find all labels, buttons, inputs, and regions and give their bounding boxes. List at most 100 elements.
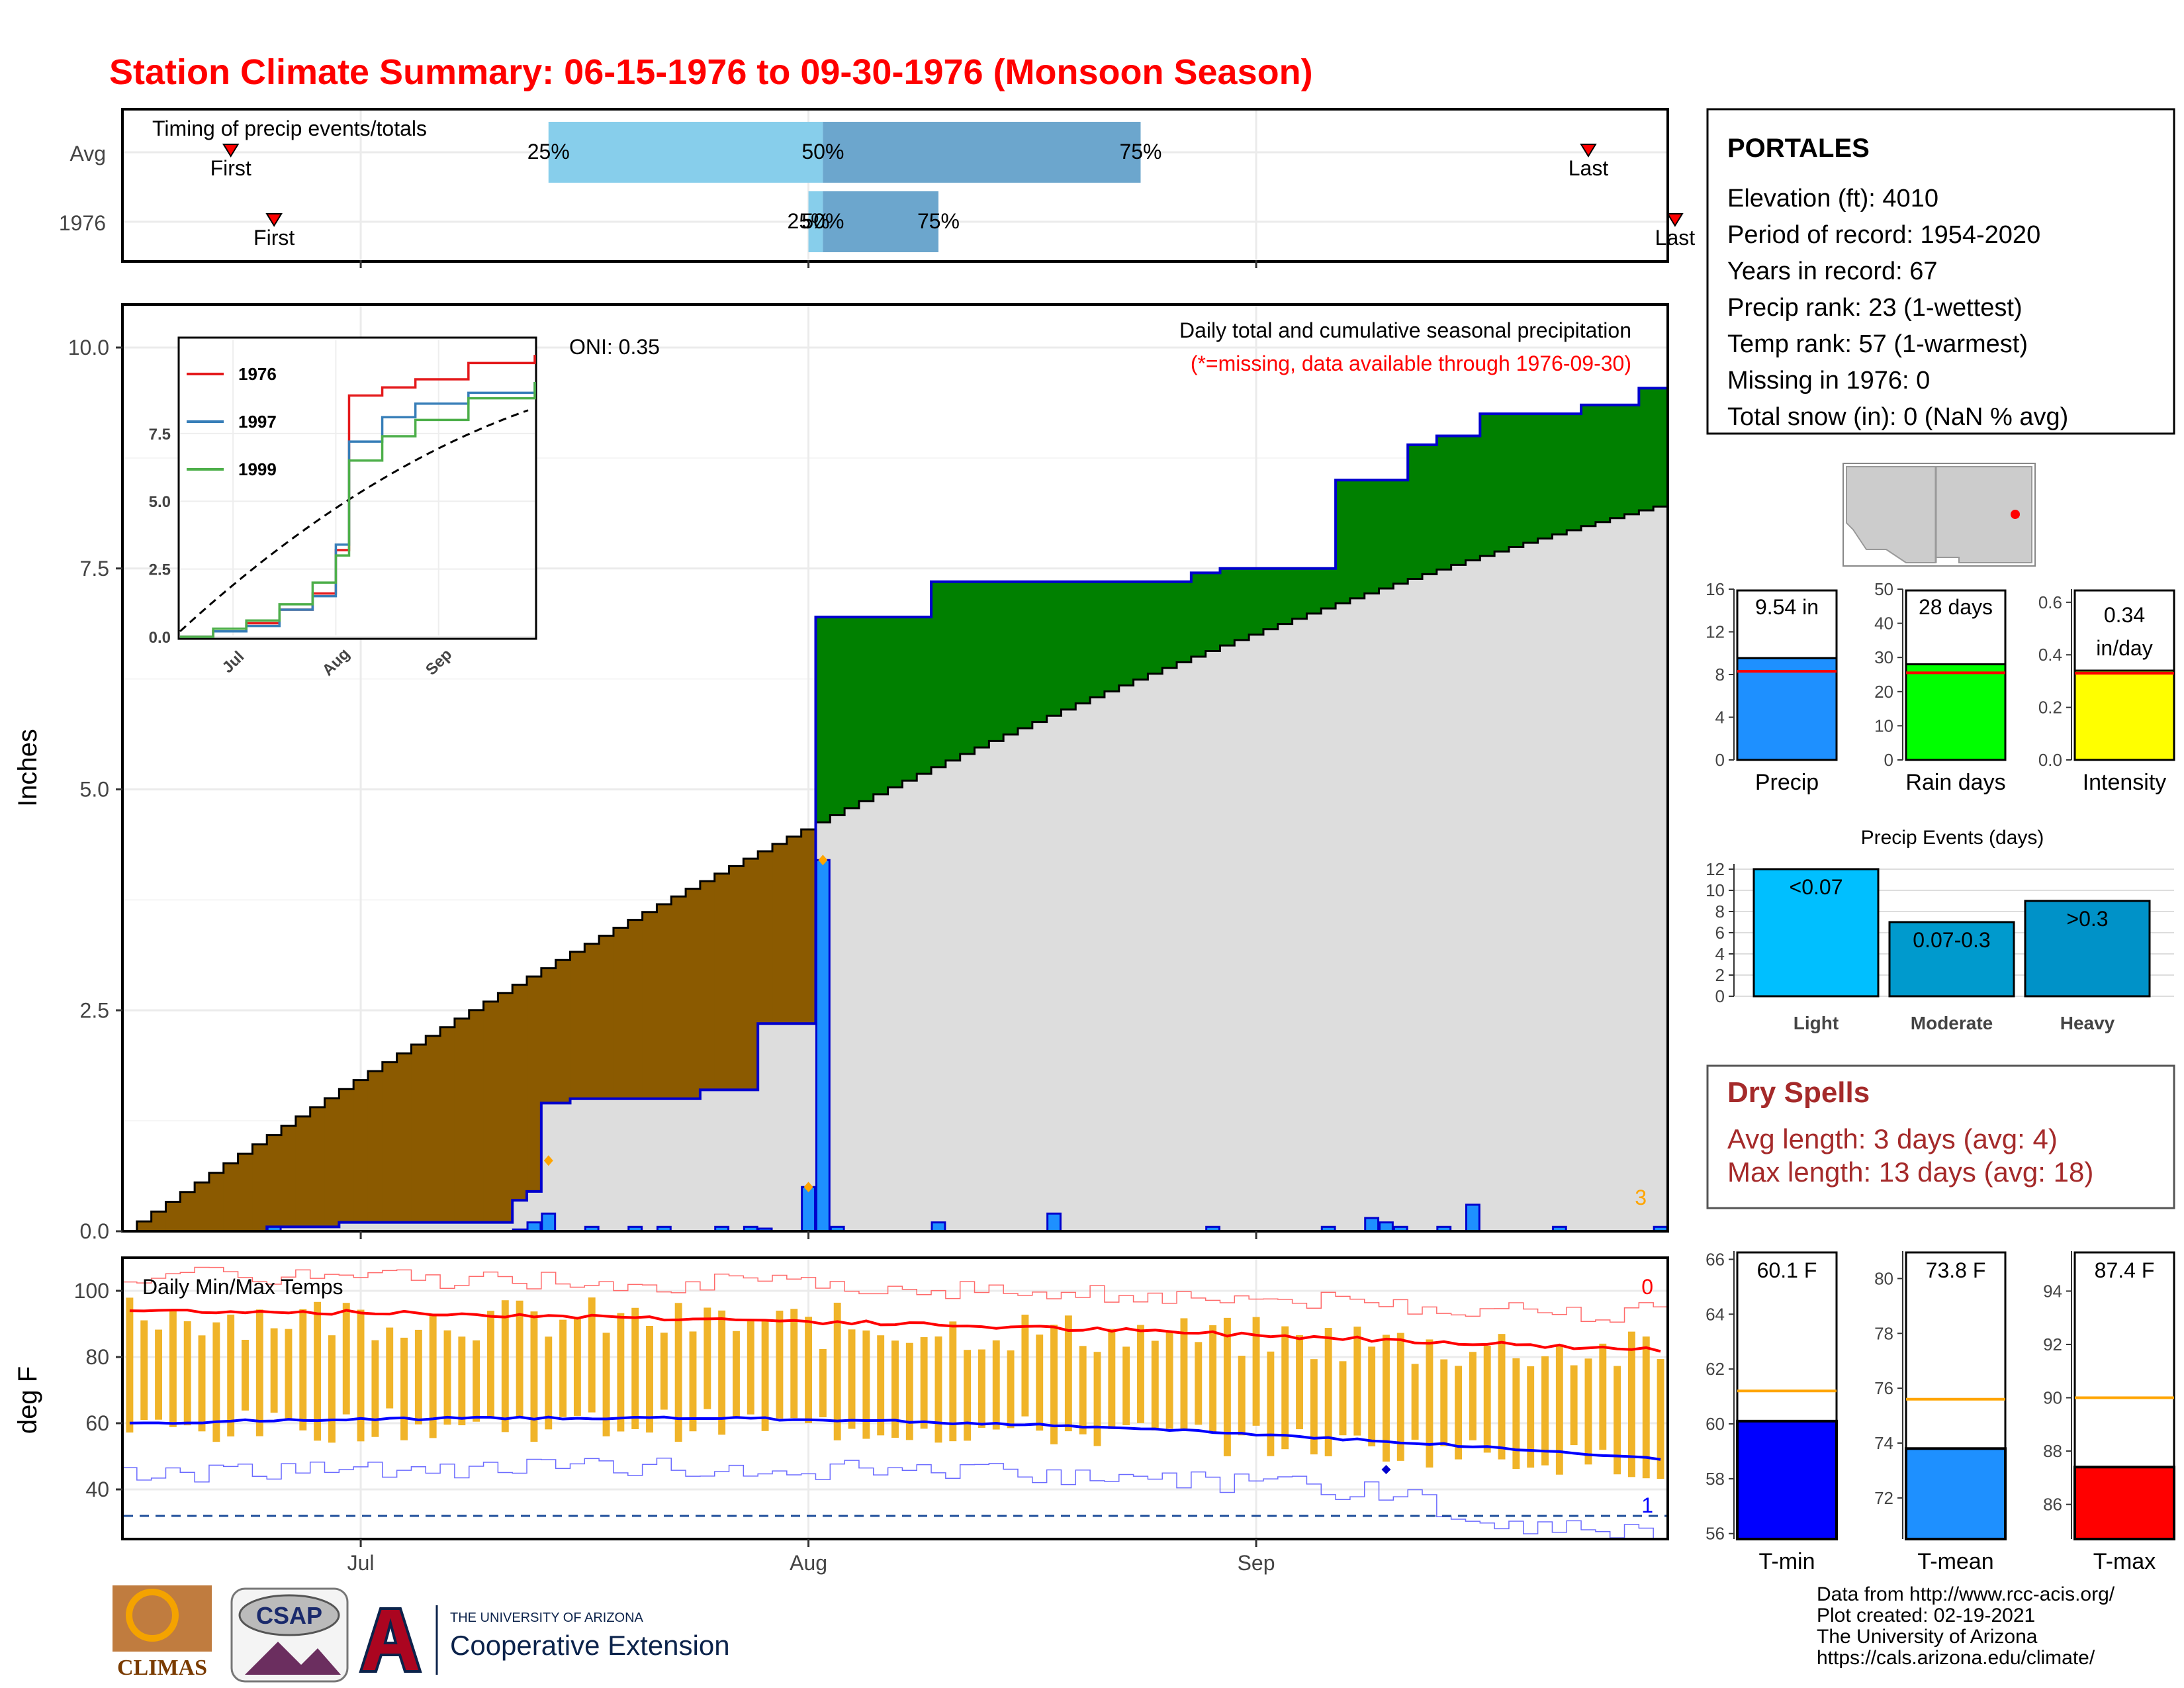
daily-temp-bar: [573, 1318, 581, 1416]
temp-label-box: [1736, 1251, 1838, 1423]
daily-temp-bar: [819, 1349, 827, 1417]
daily-temp-bar: [516, 1300, 523, 1419]
surplus-area: [1148, 581, 1163, 674]
daily-temp-bar: [212, 1322, 220, 1442]
daily-precip-bar: [1379, 1221, 1394, 1233]
event-category-label: Light: [1794, 1013, 1839, 1033]
quartile-bar-lower: [548, 122, 823, 183]
surplus-area: [1379, 480, 1394, 589]
daily-temp-bar: [1339, 1361, 1347, 1436]
daily-temp-bar: [1050, 1325, 1058, 1444]
daily-temp-bar: [920, 1336, 928, 1429]
daily-temp-bar: [285, 1329, 293, 1419]
temp-summary-bar: [2073, 1466, 2175, 1540]
surplus-area: [1408, 444, 1423, 579]
summary-value-label: 9.54 in: [1755, 595, 1819, 619]
surplus-area: [887, 617, 903, 788]
daily-temp-bar: [848, 1329, 856, 1429]
dry-spells-avg: Avg length: 3 days (avg: 4): [1727, 1123, 2058, 1154]
deficit-area: [714, 873, 730, 1090]
timing-row-label-year: 1976: [59, 211, 106, 235]
summary-bar: [1736, 657, 1838, 761]
temp-bar-label: T-mean: [1917, 1549, 1993, 1574]
daily-temp-bar: [155, 1329, 163, 1420]
surplus-area: [1118, 581, 1134, 686]
station-line: Elevation (ft): 4010: [1727, 185, 1938, 212]
daily-temp-bar: [487, 1311, 494, 1418]
inset-tick-label: 0.0: [149, 629, 171, 647]
daily-temp-bar: [1411, 1364, 1419, 1440]
tick-label: 60: [85, 1411, 109, 1435]
last-marker-label: Last: [1569, 156, 1609, 180]
climas-logo-text: CLIMAS: [117, 1656, 207, 1680]
temp-label-box: [2073, 1251, 2175, 1468]
quartile-bar-upper: [823, 191, 938, 252]
surplus-area: [1249, 568, 1264, 635]
deficit-area: [151, 1211, 167, 1231]
daily-temp-bar: [1267, 1351, 1275, 1456]
surplus-area: [1451, 436, 1467, 565]
daily-temp-bar: [674, 1303, 682, 1442]
extreme-day-marker: [543, 1155, 553, 1166]
deficit-area: [396, 1053, 412, 1223]
station-line: Temp rank: 57 (1-warmest): [1727, 330, 2028, 358]
timing-panel-label: Timing of precip events/totals: [152, 117, 427, 140]
last-marker-label: Last: [1655, 226, 1696, 250]
surplus-area: [844, 617, 860, 808]
daily-precip-bar: [1046, 1212, 1062, 1233]
record-max-line: [122, 1266, 1668, 1323]
tick-label: 12: [1706, 859, 1725, 879]
daily-temp-bar: [1252, 1317, 1260, 1426]
climas-logo-ring: [126, 1589, 179, 1642]
average-cumulative-line: [122, 505, 1668, 1233]
record-low-marker: [1381, 1465, 1391, 1474]
surplus-area: [830, 617, 845, 816]
footer-line: Plot created: 02-19-2021: [1817, 1605, 2035, 1626]
cloud-icon: [238, 1594, 340, 1636]
surplus-area: [1393, 480, 1408, 584]
daily-temp-bar: [1455, 1366, 1463, 1460]
surplus-area: [917, 617, 932, 774]
inset-tick-label: 5.0: [149, 493, 171, 511]
daily-temp-bar: [299, 1309, 307, 1430]
daily-temp-bar: [198, 1335, 206, 1432]
deficit-area: [627, 919, 643, 1099]
daily-temp-bar: [1368, 1346, 1376, 1446]
inset-tick-label: 7.5: [149, 426, 171, 444]
surplus-area: [1234, 568, 1250, 640]
tick-label: 90: [2043, 1388, 2062, 1408]
deficit-area: [541, 968, 557, 1103]
tick-label: 0.0: [80, 1219, 109, 1243]
deficit-area: [180, 1192, 195, 1231]
deficit-area: [136, 1221, 152, 1231]
daily-temp-bar: [877, 1335, 885, 1436]
daily-temp-bar: [689, 1331, 697, 1432]
tick-label: 10: [1706, 880, 1725, 900]
legend-label: 1997: [238, 412, 277, 432]
deficit-area: [570, 951, 585, 1099]
daily-temp-bar: [1426, 1339, 1433, 1468]
summary-bar-charts: 0 4 8 12 16 9.54 in Precip 0 10 20 30 40 50 28 days Ra…: [1706, 579, 2175, 795]
daily-temp-bar: [1209, 1325, 1217, 1432]
daily-temp-bar: [1599, 1343, 1607, 1450]
missing-count: 3: [1635, 1186, 1647, 1209]
daily-temp-bar: [126, 1297, 134, 1433]
daily-precip-bar: [526, 1221, 542, 1233]
tick-label: 6: [1715, 923, 1725, 943]
inset-frame: [177, 336, 537, 640]
event-category-label: Moderate: [1911, 1013, 1993, 1033]
surplus-area: [1639, 388, 1654, 511]
tick-label: 58: [1706, 1469, 1725, 1489]
locator-map: [1843, 463, 2036, 567]
daily-temp-bar: [1180, 1318, 1188, 1429]
surplus-area: [1610, 404, 1625, 518]
daily-temp-bar: [1642, 1336, 1650, 1479]
deficit-area: [267, 1135, 282, 1227]
x-tick-label: Sep: [1238, 1551, 1275, 1575]
deficit-area: [310, 1107, 326, 1227]
daily-temp-bar: [602, 1333, 610, 1436]
daily-temp-bar: [905, 1342, 913, 1440]
